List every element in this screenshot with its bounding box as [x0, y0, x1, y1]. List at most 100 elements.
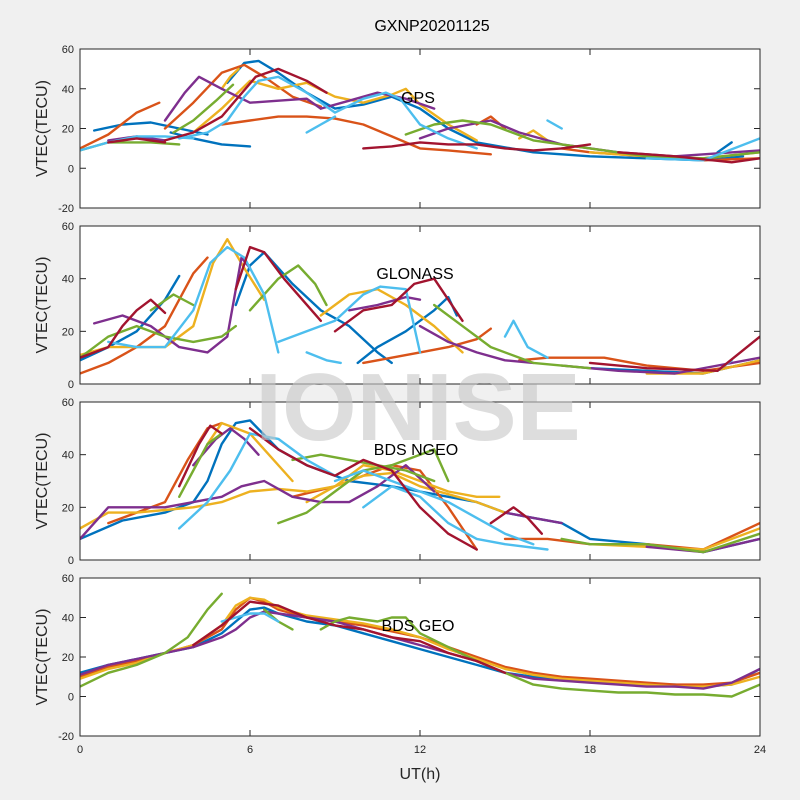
series-line-24 [546, 119, 563, 130]
series-line-1 [92, 121, 209, 136]
series-line-8 [80, 237, 266, 357]
series-line-18 [333, 469, 535, 546]
series-line-13 [418, 324, 535, 365]
y-tick-label: 0 [68, 692, 74, 704]
series-line-29 [617, 151, 760, 164]
series-line-15 [163, 75, 322, 122]
y-axis-label: VTEC(TECU) [34, 257, 51, 354]
y-tick-label: 60 [62, 221, 74, 233]
series-line-5 [80, 592, 223, 688]
y-tick-label: -20 [58, 203, 74, 215]
series-line-22 [503, 319, 549, 359]
series-group [80, 237, 760, 375]
watermark-text: IONISE [255, 354, 580, 461]
series-line-13 [177, 432, 223, 498]
x-tick-label: 24 [754, 744, 766, 756]
series-line-15 [80, 324, 238, 359]
series-line-9 [80, 464, 436, 541]
series-line-20 [277, 285, 422, 354]
series-line-27 [588, 335, 760, 372]
series-line-21 [305, 351, 342, 365]
subplot-1: -20 0 20 40 60 VTEC(TECU) GPS [34, 44, 761, 215]
series-line-16 [149, 293, 195, 312]
series-line-9 [319, 288, 464, 354]
series-line-6 [206, 421, 294, 483]
y-axis-label: VTEC(TECU) [34, 80, 51, 177]
y-tick-label: 0 [68, 555, 74, 567]
y-tick-label: 0 [68, 379, 74, 391]
series-line-2 [226, 59, 745, 162]
series-line-17 [248, 264, 328, 312]
y-tick-label: 40 [62, 84, 74, 96]
y-tick-label: 20 [62, 326, 74, 338]
series-line-12 [348, 295, 422, 312]
series-line-11 [220, 67, 240, 91]
panel-annotation: BDS NGEO [374, 442, 458, 459]
y-tick-label: 60 [62, 573, 74, 585]
series-line-8 [220, 612, 280, 623]
series-line-11 [503, 511, 563, 525]
y-tick-label: 40 [62, 450, 74, 462]
y-tick-label: 60 [62, 44, 74, 56]
y-axis-label: VTEC(TECU) [34, 609, 51, 706]
series-line-28 [362, 141, 592, 152]
series-line-17 [177, 432, 337, 530]
series-line-16 [560, 532, 760, 554]
panel-annotation: BDS GEO [382, 618, 455, 635]
series-line-2 [234, 251, 393, 365]
series-line-22 [177, 75, 478, 150]
series-line-4 [716, 141, 733, 154]
series-line-22 [489, 506, 543, 535]
subplot-3: 0 20 40 60 VTEC(TECU) BDS NGEO [34, 397, 761, 567]
series-line-18 [433, 303, 592, 370]
series-line-7 [305, 464, 501, 504]
x-tick-label: 0 [77, 744, 83, 756]
series-line-10 [192, 427, 260, 467]
series-line-19 [362, 485, 549, 551]
series-line-24 [80, 298, 167, 359]
subplot-2: 0 20 40 60 VTEC(TECU) GLONASS [34, 221, 761, 391]
series-line-26 [107, 137, 167, 144]
y-tick-label: -20 [58, 731, 74, 743]
x-tick-label: 6 [247, 744, 253, 756]
x-axis-label: UT(h) [400, 766, 441, 783]
y-tick-label: 0 [68, 163, 74, 175]
series-group [80, 419, 760, 554]
series-line-14 [277, 448, 450, 525]
y-tick-label: 60 [62, 397, 74, 409]
y-tick-label: 20 [62, 652, 74, 664]
series-line-21 [248, 427, 478, 551]
series-line-25 [234, 245, 322, 322]
series-line-15 [291, 453, 436, 483]
series-group [80, 592, 760, 698]
series-line-6 [163, 63, 322, 130]
series-line-11 [92, 256, 252, 354]
plot-area [80, 578, 760, 736]
series-line-19 [172, 83, 235, 134]
series-line-7 [220, 115, 492, 156]
y-tick-label: 40 [62, 274, 74, 286]
series-group [80, 59, 760, 164]
series-line-5 [80, 101, 161, 150]
series-line-19 [107, 245, 280, 354]
series-line-23 [305, 115, 337, 134]
panel-annotation: GPS [401, 90, 435, 107]
series-line-26 [333, 277, 464, 333]
x-tick-label: 12 [414, 744, 426, 756]
y-tick-label: 40 [62, 613, 74, 625]
y-axis-label: VTEC(TECU) [34, 433, 51, 530]
panel-annotation: GLONASS [376, 266, 453, 283]
series-line-9 [192, 600, 507, 674]
series-line-5 [80, 256, 209, 375]
series-line-16 [319, 91, 436, 110]
series-line-1 [80, 419, 760, 554]
y-tick-label: 20 [62, 502, 74, 514]
figure-title: GXNP20201125 [374, 18, 489, 35]
series-line-27 [163, 67, 328, 142]
x-tick-label: 18 [584, 744, 596, 756]
y-tick-label: 20 [62, 124, 74, 136]
series-line-20 [177, 424, 223, 488]
